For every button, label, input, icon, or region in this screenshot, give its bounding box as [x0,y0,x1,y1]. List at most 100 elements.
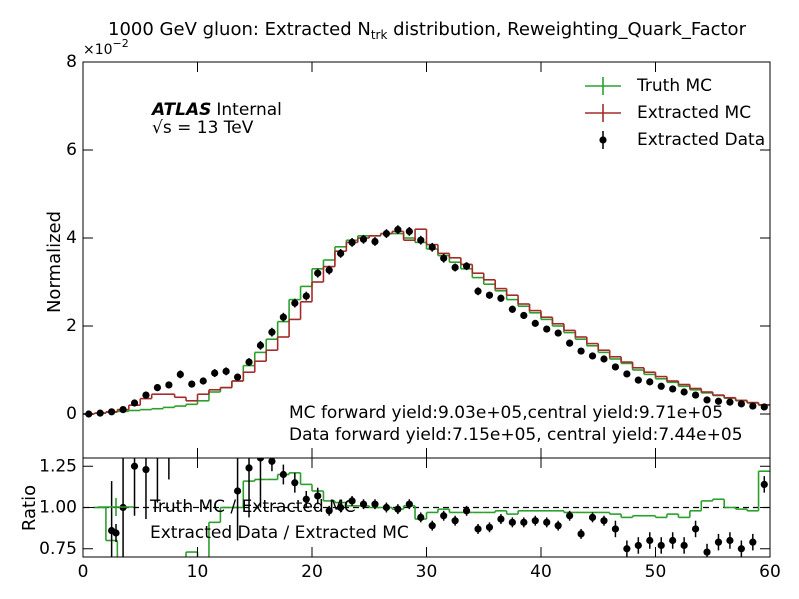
data-point [669,536,677,545]
data-point [657,541,665,550]
data-point [428,522,436,530]
data-point [371,237,379,246]
data-point [577,530,585,538]
data-point [749,402,757,410]
data-point [256,458,265,462]
data-point [325,266,333,274]
y-tick-label: 1.00 [39,498,77,518]
data-point [233,487,242,495]
data-point [600,517,608,525]
data-point [520,518,528,526]
data-point [211,369,219,377]
data-point [520,311,528,320]
x-tick-label: 40 [530,562,552,582]
x-tick-label: 20 [301,562,323,582]
data-point [485,523,494,531]
data-point [600,355,608,363]
data-point [726,536,734,545]
data-point [108,408,116,416]
data-point [485,291,494,299]
data-point [462,262,471,270]
data-point [714,538,723,546]
y-axis-label: Ratio [19,485,40,531]
y-tick-label: 0.75 [39,539,77,559]
data-point [531,517,539,525]
data-point [279,313,287,321]
experiment-label: ATLAS Internal [150,100,282,120]
data-point [428,243,436,251]
data-point [611,525,620,533]
data-point [199,377,207,385]
data-point [142,391,150,399]
data-point [337,249,345,257]
data-point [417,236,425,244]
axes: 0 2 4 6 8 0.75 1.00 1.25 0 10 20 30 40 50 60 Truth MC Ex… [39,52,781,582]
data-point [691,391,700,399]
data-point [291,479,299,487]
data-point [382,503,391,512]
legend-label: Extracted Data [637,130,765,150]
data-point [474,287,482,295]
data-point [268,328,276,336]
y-tick-label: 4 [66,228,77,248]
y-tick-label: 1.25 [39,456,77,476]
data-point [233,373,242,381]
data-point [588,352,597,360]
data-point [543,518,551,526]
legend-label: Extracted Data / Extracted MC [150,523,409,543]
x-tick-label: 10 [187,562,209,582]
data-point [634,541,642,550]
data-point [703,548,711,556]
data-point [96,409,104,417]
data-point [302,495,310,503]
plot-frame [82,457,771,558]
offset-text: ×10−2 [83,37,129,58]
y-tick-label: 0 [66,404,77,424]
data-point [325,507,333,515]
data-point [703,396,711,404]
data-point [291,299,299,307]
data-point [508,518,516,526]
data-point [634,376,642,384]
data-point [588,513,597,522]
data-point [371,500,379,508]
x-tick-label: 30 [416,562,438,582]
data-point [451,517,459,525]
x-tick-label: 0 [78,562,89,582]
data-point [737,400,745,408]
data-point [245,464,253,472]
data-point [348,238,356,246]
data-point [405,500,413,508]
data-point [680,541,688,550]
energy-label: √s = 13 TeV [152,118,254,138]
data-point [554,329,562,337]
data-point [268,458,276,465]
data-point [508,305,516,313]
data-point [657,382,665,390]
data-point [130,399,139,407]
data-point [646,378,654,386]
data-point [394,505,402,513]
data-point [222,367,230,375]
data-point [566,339,574,347]
data-point [417,513,425,522]
data-point [760,403,768,411]
data-point [314,492,322,500]
data-point [440,512,448,520]
data-point [566,512,574,520]
data-point [130,462,139,470]
data-point [279,470,287,479]
data-point [554,522,562,530]
data-point [451,263,459,272]
data-point [359,500,368,508]
data-point [245,358,253,366]
legend-label: Truth MC [636,76,712,96]
data-point [382,230,391,238]
data-point [714,397,723,405]
data-point [737,545,745,553]
data-point [256,341,265,349]
x-tick-label: 50 [645,562,667,582]
data-point [142,465,150,474]
data-point [302,292,310,300]
